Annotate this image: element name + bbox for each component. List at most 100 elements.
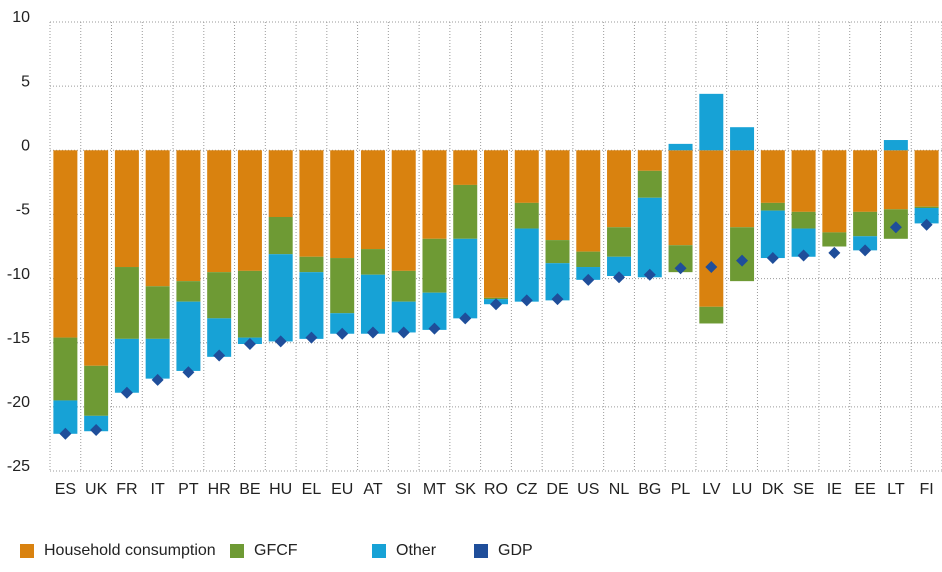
- bar-segment: [237, 150, 262, 271]
- bar-segment: [84, 365, 109, 416]
- x-tick-label: RO: [484, 481, 508, 498]
- gdp-marker: [366, 326, 379, 339]
- legend-label: GDP: [498, 542, 533, 559]
- bar-segment: [822, 150, 847, 233]
- y-tick-label: -20: [7, 394, 30, 411]
- bar-segment: [391, 270, 416, 302]
- bar-segment: [360, 274, 385, 334]
- gdp-marker: [674, 262, 687, 275]
- bar-segment: [637, 150, 662, 171]
- bar-segment: [545, 240, 570, 264]
- y-tick-label: -10: [7, 266, 30, 283]
- bar-segment: [145, 286, 170, 339]
- gdp-marker: [213, 349, 226, 362]
- bar-segment: [576, 251, 601, 268]
- y-tick-label: -15: [7, 330, 30, 347]
- bar-segment: [391, 301, 416, 333]
- bar-segment: [545, 263, 570, 301]
- bar-segment: [668, 150, 693, 246]
- gdp-marker: [397, 326, 410, 339]
- bar-segment: [730, 127, 755, 151]
- bar-segment: [791, 150, 816, 212]
- x-tick-label: HR: [208, 481, 231, 498]
- legend-label: Other: [396, 542, 437, 559]
- bar-segment: [176, 301, 201, 371]
- bar-segment: [514, 150, 539, 203]
- x-tick-label: SK: [455, 481, 477, 498]
- bar-segment: [545, 150, 570, 241]
- y-tick-label: 5: [21, 73, 30, 90]
- gdp-marker: [736, 254, 749, 267]
- gdp-marker: [551, 293, 564, 306]
- gdp-marker: [613, 271, 626, 284]
- gdp-marker: [243, 337, 256, 350]
- bar-segment: [853, 236, 878, 251]
- bar-segment: [299, 272, 324, 339]
- gdp-marker: [582, 273, 595, 286]
- bar-segment: [853, 150, 878, 212]
- bar-segment: [299, 256, 324, 273]
- gdp-marker: [305, 331, 318, 344]
- bar-segment: [637, 197, 662, 278]
- bar-segment: [53, 337, 78, 401]
- bar-segment: [576, 150, 601, 252]
- gdp-marker: [797, 249, 810, 262]
- bar-segment: [699, 150, 724, 307]
- bar-segment: [730, 150, 755, 228]
- bar-segment: [53, 400, 78, 434]
- bar-segment: [422, 238, 447, 293]
- bar-segment: [176, 150, 201, 282]
- x-tick-label: PT: [178, 481, 199, 498]
- y-tick-label: 10: [12, 9, 30, 26]
- x-tick-label: NL: [609, 481, 630, 498]
- bar-segment: [760, 150, 785, 203]
- bar-segment: [453, 150, 478, 185]
- x-tick-label: LU: [732, 481, 752, 498]
- bar-segment: [145, 338, 170, 379]
- bar-segment: [268, 150, 293, 217]
- bar-segment: [699, 306, 724, 324]
- x-tick-label: SI: [396, 481, 411, 498]
- gdp-marker: [520, 294, 533, 307]
- y-tick-label: -25: [7, 458, 30, 475]
- bar-segment: [114, 267, 139, 339]
- x-tick-label: FR: [116, 481, 137, 498]
- x-tick-label: DK: [762, 481, 785, 498]
- bar-segment: [607, 150, 632, 228]
- x-tick-label: HU: [269, 481, 292, 498]
- bar-segment: [637, 170, 662, 198]
- x-tick-label: ES: [55, 481, 76, 498]
- x-tick-label: LV: [702, 481, 721, 498]
- bar-segment: [207, 272, 232, 319]
- bar-segment: [914, 208, 939, 224]
- bar-segment: [330, 313, 355, 334]
- x-tick-label: IT: [151, 481, 165, 498]
- x-tick-label: EE: [854, 481, 875, 498]
- x-tick-label: EU: [331, 481, 353, 498]
- bar-segment: [514, 202, 539, 229]
- bar-segment: [883, 150, 908, 210]
- bar-segment: [730, 227, 755, 282]
- gdp-marker: [889, 221, 902, 234]
- gdp-marker: [766, 252, 779, 265]
- gdp-marker: [459, 312, 472, 325]
- bar-segment: [668, 143, 693, 151]
- bar-segment: [145, 150, 170, 287]
- bar-segment: [84, 415, 109, 432]
- gdp-marker: [920, 218, 933, 231]
- x-tick-label: MT: [423, 481, 446, 498]
- bar-segment: [299, 150, 324, 257]
- bar-segment: [360, 150, 385, 250]
- legend-swatch: [474, 544, 488, 558]
- bar-segment: [760, 210, 785, 259]
- bar-segment: [453, 238, 478, 319]
- gdp-marker: [274, 335, 287, 348]
- bar-segment: [114, 338, 139, 393]
- y-tick-label: 0: [21, 138, 30, 155]
- bar-segment: [853, 211, 878, 237]
- bar-segment: [422, 292, 447, 330]
- gdp-marker: [643, 268, 656, 281]
- x-tick-label: IE: [827, 481, 842, 498]
- bar-segment: [699, 93, 724, 151]
- x-tick-label: EL: [302, 481, 322, 498]
